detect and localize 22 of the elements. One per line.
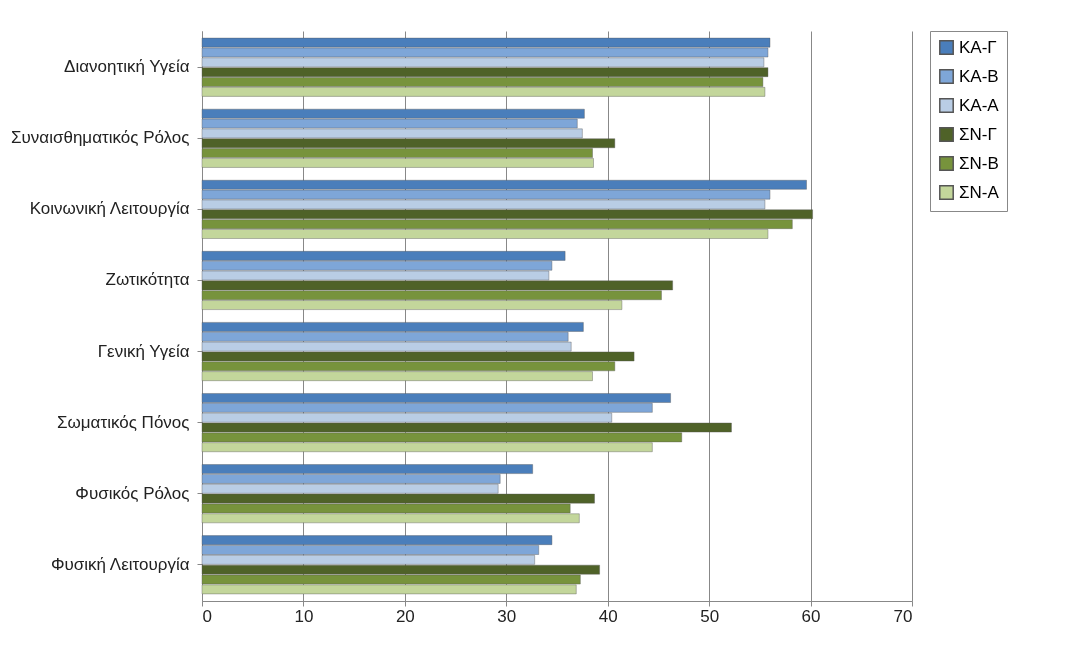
x-tick-label: 70 — [893, 606, 913, 626]
x-tick-label: 40 — [598, 606, 618, 626]
x-tick-label: 50 — [700, 606, 720, 626]
x-tick-label: 60 — [801, 606, 821, 626]
y-tick-label: Φυσική Λειτουργία — [50, 554, 190, 574]
y-tick-label: Διανοητική Υγεία — [64, 57, 190, 77]
x-tick-label: 10 — [294, 606, 314, 626]
y-tick-label: Συναισθηματικός Ρόλος — [11, 128, 190, 148]
legend-label: ΚΑ-Γ — [959, 37, 997, 57]
y-tick-label: Σωματικός Πόνος — [57, 412, 190, 432]
legend-label: ΣΝ-Γ — [959, 124, 997, 144]
y-tick-label: Φυσικός Ρόλος — [75, 483, 190, 503]
y-tick-label: Κοινωνική Λειτουργία — [29, 199, 190, 219]
x-tick-label: 30 — [497, 606, 517, 626]
x-tick-label: 20 — [395, 606, 415, 626]
legend-label: ΣΝ-Α — [959, 182, 1000, 202]
x-tick-label: 0 — [202, 606, 212, 626]
legend-label: ΚΑ-Β — [959, 66, 999, 86]
y-tick-label: Ζωτικότητα — [105, 270, 190, 290]
y-tick-label: Γενική Υγεία — [97, 341, 190, 361]
legend-label: ΣΝ-Β — [959, 153, 999, 173]
legend-label: ΚΑ-Α — [959, 95, 1000, 115]
